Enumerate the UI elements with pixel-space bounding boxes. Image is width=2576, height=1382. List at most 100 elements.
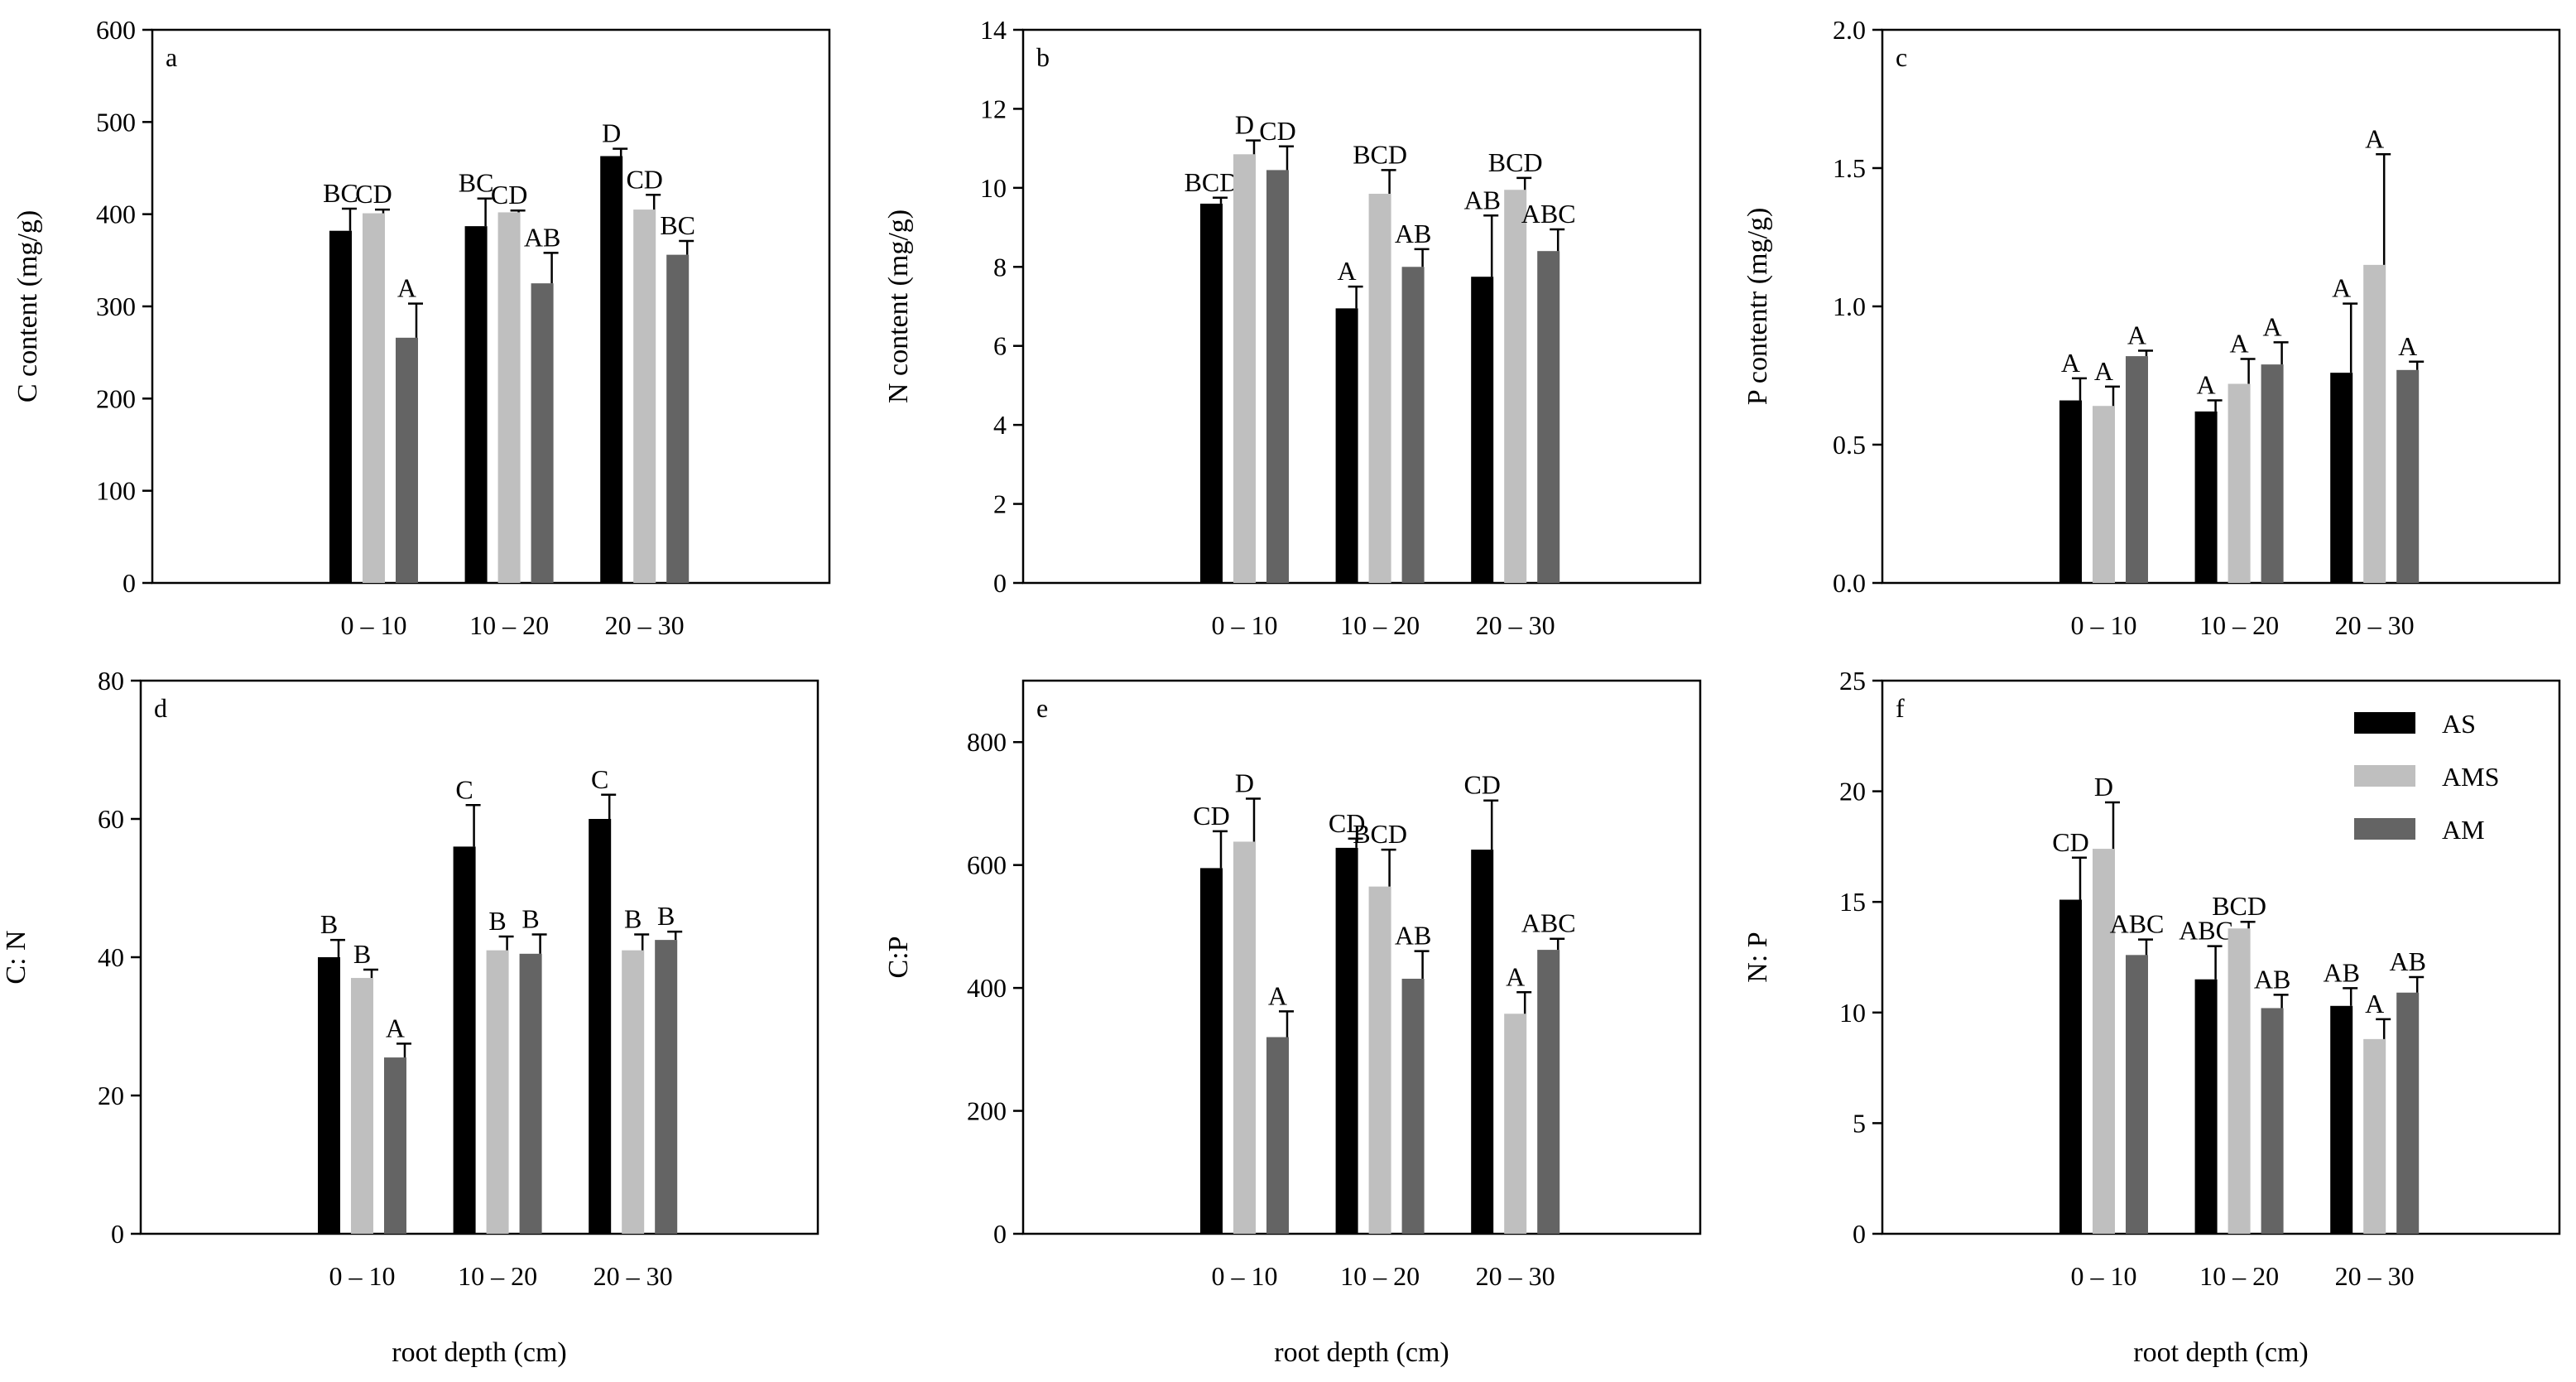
y-tick-label: 0.0 bbox=[1833, 568, 1866, 598]
significance-letter: A bbox=[386, 1013, 405, 1043]
bar-AMS-1 bbox=[497, 212, 521, 583]
significance-letter: CD bbox=[1463, 770, 1500, 800]
bar-AM-0 bbox=[2125, 955, 2148, 1234]
y-tick-label: 200 bbox=[967, 1096, 1007, 1126]
bar-AMS-2 bbox=[1504, 1014, 1527, 1234]
significance-letter: CD bbox=[1329, 808, 1365, 838]
bar-AS-0 bbox=[1199, 203, 1223, 583]
x-axis-title: root depth (cm) bbox=[392, 1337, 567, 1368]
significance-letter: B bbox=[624, 903, 642, 933]
bar-AM-1 bbox=[531, 283, 554, 583]
legend-swatch-AS bbox=[2354, 712, 2415, 734]
significance-letter: CD bbox=[355, 179, 392, 209]
legend-swatch-AM bbox=[2354, 818, 2415, 840]
significance-letter: A bbox=[2398, 331, 2417, 361]
bar-AM-1 bbox=[2261, 364, 2284, 583]
significance-letter: ABC bbox=[2110, 909, 2165, 939]
y-tick-label: 5 bbox=[1853, 1108, 1866, 1138]
panel-letter: a bbox=[166, 42, 177, 72]
y-tick-label: 80 bbox=[98, 666, 124, 696]
panel-letter: b bbox=[1036, 42, 1050, 72]
significance-letter: AB bbox=[2323, 957, 2359, 987]
x-category-label: 10 – 20 bbox=[1340, 1261, 1420, 1291]
y-axis-title: P contentr (mg/g) bbox=[1742, 208, 1773, 406]
significance-letter: D bbox=[1235, 768, 1254, 798]
plot-frame bbox=[1021, 679, 1702, 1235]
y-tick-label: 1.5 bbox=[1833, 153, 1866, 183]
bar-AMS-0 bbox=[1233, 841, 1256, 1234]
y-axis-title: N: P bbox=[1742, 932, 1773, 982]
significance-letter: C bbox=[455, 774, 473, 804]
significance-letter: B bbox=[320, 909, 338, 939]
y-tick-label: 0 bbox=[1853, 1219, 1866, 1249]
significance-letter: A bbox=[1338, 256, 1357, 286]
bar-AMS-2 bbox=[622, 950, 645, 1234]
bar-AM-2 bbox=[2396, 992, 2420, 1234]
bar-AM-0 bbox=[1266, 1037, 1289, 1234]
panel-letter: d bbox=[154, 693, 167, 723]
significance-letter: ABC bbox=[1521, 908, 1576, 938]
x-category-label: 0 – 10 bbox=[2070, 610, 2136, 640]
significance-letter: A bbox=[2230, 328, 2249, 358]
bar-AS-2 bbox=[1471, 277, 1494, 583]
significance-letter: CD bbox=[2052, 827, 2088, 857]
x-category-label: 0 – 10 bbox=[1211, 610, 1277, 640]
legend-swatch-AMS bbox=[2354, 765, 2415, 787]
bar-AS-0 bbox=[2059, 899, 2082, 1234]
bar-AM-1 bbox=[2261, 1008, 2284, 1234]
x-category-label: 20 – 30 bbox=[605, 610, 685, 640]
bar-AS-1 bbox=[1335, 847, 1358, 1234]
legend-label-AM: AM bbox=[2442, 815, 2485, 845]
x-category-label: 20 – 30 bbox=[1476, 1261, 1555, 1291]
panel-c: 0.00.51.01.52.0P contentr (mg/g)cA AA0 – … bbox=[1742, 15, 2561, 640]
legend: AS AMS AM bbox=[2354, 709, 2499, 845]
significance-letter: BC bbox=[660, 210, 695, 240]
y-tick-label: 20 bbox=[1839, 777, 1866, 807]
significance-letter: AB bbox=[524, 222, 560, 252]
bar-AM-0 bbox=[2125, 356, 2148, 583]
x-axis-title: root depth (cm) bbox=[2133, 1337, 2309, 1368]
significance-letter: A bbox=[2332, 273, 2351, 303]
bar-AMS-0 bbox=[2092, 849, 2115, 1234]
significance-letter: D bbox=[2094, 772, 2113, 802]
plot-frame bbox=[1881, 679, 2561, 1235]
y-tick-label: 400 bbox=[967, 973, 1007, 1003]
bar-AMS-1 bbox=[1368, 194, 1391, 583]
significance-letter: B bbox=[521, 903, 539, 933]
bar-AMS-0 bbox=[2092, 406, 2115, 583]
bar-AS-1 bbox=[464, 226, 488, 583]
bar-AMS-1 bbox=[2228, 383, 2251, 583]
x-axis-title: root depth (cm) bbox=[1274, 1337, 1449, 1368]
significance-letter: D bbox=[602, 118, 621, 148]
x-category-label: 0 – 10 bbox=[1211, 1261, 1277, 1291]
plot-frame bbox=[151, 28, 831, 585]
bar-AM-1 bbox=[1401, 978, 1425, 1234]
significance-letter: BCD bbox=[1353, 819, 1407, 849]
x-category-label: 20 – 30 bbox=[1476, 610, 1555, 640]
significance-letter: A bbox=[2061, 348, 2080, 378]
y-tick-label: 14 bbox=[980, 15, 1007, 45]
panel-letter: c bbox=[1896, 42, 1907, 72]
y-tick-label: 300 bbox=[96, 291, 136, 321]
bar-AMS-1 bbox=[2228, 928, 2251, 1234]
significance-letter: BCD bbox=[1185, 167, 1239, 197]
bar-AMS-2 bbox=[1504, 190, 1527, 583]
significance-letter: A bbox=[2094, 356, 2113, 386]
bar-AS-0 bbox=[329, 230, 352, 583]
y-tick-label: 60 bbox=[98, 804, 124, 834]
y-tick-label: 2 bbox=[993, 489, 1007, 519]
y-tick-label: 40 bbox=[98, 942, 124, 972]
significance-letter: AB bbox=[2389, 946, 2425, 976]
y-tick-label: 0 bbox=[123, 568, 136, 598]
x-category-label: 0 – 10 bbox=[329, 1261, 395, 1291]
y-tick-label: 25 bbox=[1839, 666, 1866, 696]
significance-letter: A bbox=[2197, 370, 2216, 400]
y-axis-title: C content (mg/g) bbox=[12, 210, 43, 402]
significance-letter: B bbox=[488, 906, 506, 936]
bar-AS-0 bbox=[317, 957, 340, 1234]
x-category-label: 10 – 20 bbox=[2199, 610, 2279, 640]
x-category-label: 10 – 20 bbox=[1340, 610, 1420, 640]
y-tick-label: 200 bbox=[96, 383, 136, 413]
